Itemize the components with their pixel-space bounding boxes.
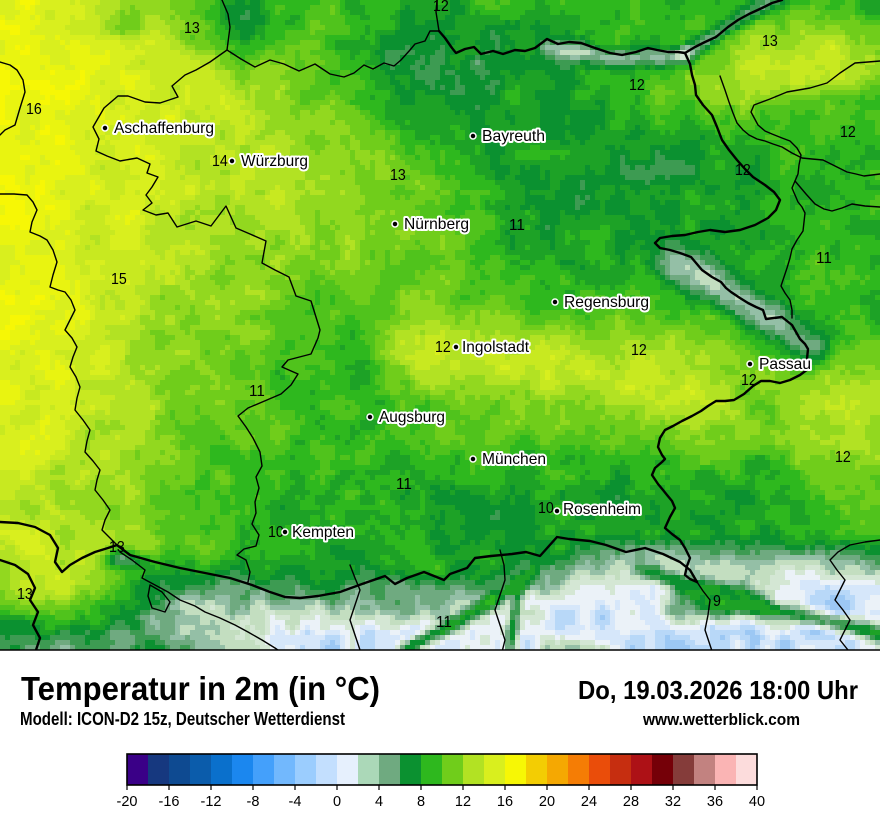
svg-text:12: 12 xyxy=(840,124,856,141)
svg-text:Modell: ICON-D2 15z, Deutscher: Modell: ICON-D2 15z, Deutscher Wetterdie… xyxy=(20,708,345,729)
svg-text:11: 11 xyxy=(249,383,265,400)
svg-text:-4: -4 xyxy=(289,794,302,810)
svg-text:Rosenheim: Rosenheim xyxy=(563,501,641,518)
svg-text:40: 40 xyxy=(749,794,765,810)
svg-text:24: 24 xyxy=(581,794,597,810)
svg-text:14: 14 xyxy=(212,153,228,170)
svg-text:München: München xyxy=(482,451,546,468)
svg-text:16: 16 xyxy=(497,794,513,810)
svg-text:Aschaffenburg: Aschaffenburg xyxy=(114,120,214,137)
svg-text:12: 12 xyxy=(735,162,751,179)
svg-text:4: 4 xyxy=(375,794,383,810)
svg-text:11: 11 xyxy=(436,614,452,631)
svg-text:16: 16 xyxy=(26,101,42,118)
svg-text:8: 8 xyxy=(417,794,425,810)
svg-text:13: 13 xyxy=(184,20,200,37)
svg-text:-8: -8 xyxy=(247,794,260,810)
svg-text:12: 12 xyxy=(433,0,449,15)
svg-text:12: 12 xyxy=(455,794,471,810)
svg-text:11: 11 xyxy=(396,476,412,493)
svg-text:Temperatur in 2m (in °C): Temperatur in 2m (in °C) xyxy=(21,670,380,707)
svg-text:Augsburg: Augsburg xyxy=(379,409,445,426)
svg-text:Würzburg: Würzburg xyxy=(241,153,308,170)
svg-text:13: 13 xyxy=(390,167,406,184)
svg-text:13: 13 xyxy=(762,33,778,50)
svg-text:Do, 19.03.2026 18:00 Uhr: Do, 19.03.2026 18:00 Uhr xyxy=(578,675,858,705)
svg-text:11: 11 xyxy=(816,250,832,267)
svg-text:Bayreuth: Bayreuth xyxy=(482,128,545,145)
svg-text:12: 12 xyxy=(835,449,851,466)
svg-text:13: 13 xyxy=(17,586,33,603)
svg-text:11: 11 xyxy=(509,217,525,234)
svg-text:10: 10 xyxy=(268,524,284,541)
svg-text:20: 20 xyxy=(539,794,555,810)
svg-text:9: 9 xyxy=(713,593,721,610)
svg-text:Nürnberg: Nürnberg xyxy=(404,216,469,233)
svg-text:Regensburg: Regensburg xyxy=(564,294,649,311)
svg-text:12: 12 xyxy=(631,342,647,359)
svg-text:0: 0 xyxy=(333,794,341,810)
svg-text:-20: -20 xyxy=(117,794,138,810)
svg-text:15: 15 xyxy=(111,271,127,288)
svg-text:10: 10 xyxy=(538,500,554,517)
svg-text:Kempten: Kempten xyxy=(292,524,354,541)
svg-text:12: 12 xyxy=(435,339,451,356)
svg-text:-12: -12 xyxy=(201,794,222,810)
svg-text:32: 32 xyxy=(665,794,681,810)
svg-text:13: 13 xyxy=(109,539,125,556)
svg-text:-16: -16 xyxy=(159,794,180,810)
svg-text:Passau: Passau xyxy=(759,356,811,373)
svg-text:Ingolstadt: Ingolstadt xyxy=(462,339,530,356)
svg-text:www.wetterblick.com: www.wetterblick.com xyxy=(642,711,800,729)
svg-text:12: 12 xyxy=(741,372,757,389)
svg-text:36: 36 xyxy=(707,794,723,810)
svg-text:28: 28 xyxy=(623,794,639,810)
svg-text:12: 12 xyxy=(629,77,645,94)
